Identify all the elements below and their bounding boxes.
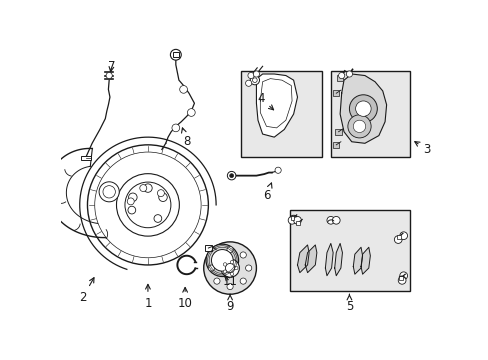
Circle shape (143, 184, 152, 192)
Circle shape (128, 206, 136, 214)
Circle shape (230, 272, 233, 276)
Text: 10: 10 (177, 288, 192, 310)
Circle shape (346, 71, 352, 77)
Circle shape (332, 216, 340, 224)
Circle shape (274, 167, 281, 173)
Bar (396, 235, 400, 239)
Text: 9: 9 (226, 294, 233, 313)
Circle shape (159, 193, 167, 202)
Circle shape (399, 232, 407, 239)
Circle shape (128, 193, 137, 202)
Bar (332, 142, 339, 148)
Circle shape (399, 272, 407, 280)
Bar (204, 245, 212, 251)
Text: 6: 6 (262, 183, 271, 202)
Circle shape (393, 236, 401, 243)
Circle shape (125, 182, 170, 228)
Bar (241, 71, 322, 157)
Circle shape (87, 145, 208, 265)
Text: 7: 7 (107, 60, 115, 73)
Circle shape (230, 261, 233, 264)
Circle shape (213, 252, 220, 258)
Text: 8: 8 (181, 128, 190, 148)
Circle shape (95, 152, 201, 258)
Circle shape (326, 216, 334, 224)
Circle shape (287, 216, 295, 224)
Circle shape (247, 72, 254, 78)
Text: 1: 1 (144, 284, 151, 310)
Circle shape (347, 115, 370, 138)
Bar (398, 276, 402, 280)
Polygon shape (352, 247, 362, 274)
Circle shape (157, 190, 164, 197)
Circle shape (170, 49, 181, 60)
Text: 3: 3 (414, 141, 430, 156)
Text: 4: 4 (257, 92, 273, 110)
Circle shape (127, 198, 134, 205)
Circle shape (116, 174, 179, 236)
Polygon shape (305, 245, 316, 273)
Text: 2: 2 (79, 278, 94, 304)
Circle shape (226, 247, 233, 253)
Circle shape (397, 276, 405, 284)
Circle shape (355, 101, 370, 116)
Circle shape (208, 265, 214, 271)
Circle shape (245, 80, 251, 86)
Circle shape (253, 71, 259, 77)
Circle shape (172, 124, 179, 132)
Circle shape (240, 278, 246, 284)
Text: 11: 11 (222, 275, 237, 288)
Bar (290, 216, 294, 220)
Circle shape (223, 263, 226, 266)
Circle shape (154, 215, 162, 222)
Bar (332, 90, 339, 96)
Circle shape (293, 216, 301, 224)
Circle shape (225, 264, 234, 273)
Circle shape (349, 95, 377, 122)
Circle shape (103, 186, 115, 198)
Circle shape (227, 171, 235, 180)
Circle shape (245, 265, 251, 271)
Circle shape (250, 76, 259, 85)
Polygon shape (340, 74, 386, 143)
Circle shape (338, 72, 344, 78)
Bar (81, 156, 90, 160)
Bar (172, 53, 179, 57)
Circle shape (220, 259, 239, 277)
Circle shape (240, 252, 246, 258)
Polygon shape (297, 245, 308, 273)
Circle shape (223, 270, 226, 273)
Circle shape (99, 182, 119, 202)
Polygon shape (334, 243, 342, 276)
Circle shape (352, 120, 365, 132)
Circle shape (106, 72, 112, 78)
Circle shape (140, 185, 146, 192)
Circle shape (205, 244, 238, 276)
Bar (336, 75, 343, 81)
Circle shape (234, 266, 238, 270)
Circle shape (211, 249, 233, 271)
Bar (289, 210, 409, 291)
Text: 5: 5 (345, 294, 352, 313)
Polygon shape (325, 243, 332, 276)
Circle shape (203, 242, 256, 294)
Circle shape (252, 78, 257, 82)
Circle shape (213, 278, 220, 284)
Circle shape (226, 283, 233, 289)
Circle shape (229, 174, 233, 177)
Circle shape (179, 86, 187, 93)
Polygon shape (256, 74, 297, 137)
Bar (335, 129, 341, 135)
Polygon shape (360, 247, 369, 274)
Circle shape (187, 109, 195, 116)
Bar (330, 71, 409, 157)
Bar (295, 221, 299, 225)
